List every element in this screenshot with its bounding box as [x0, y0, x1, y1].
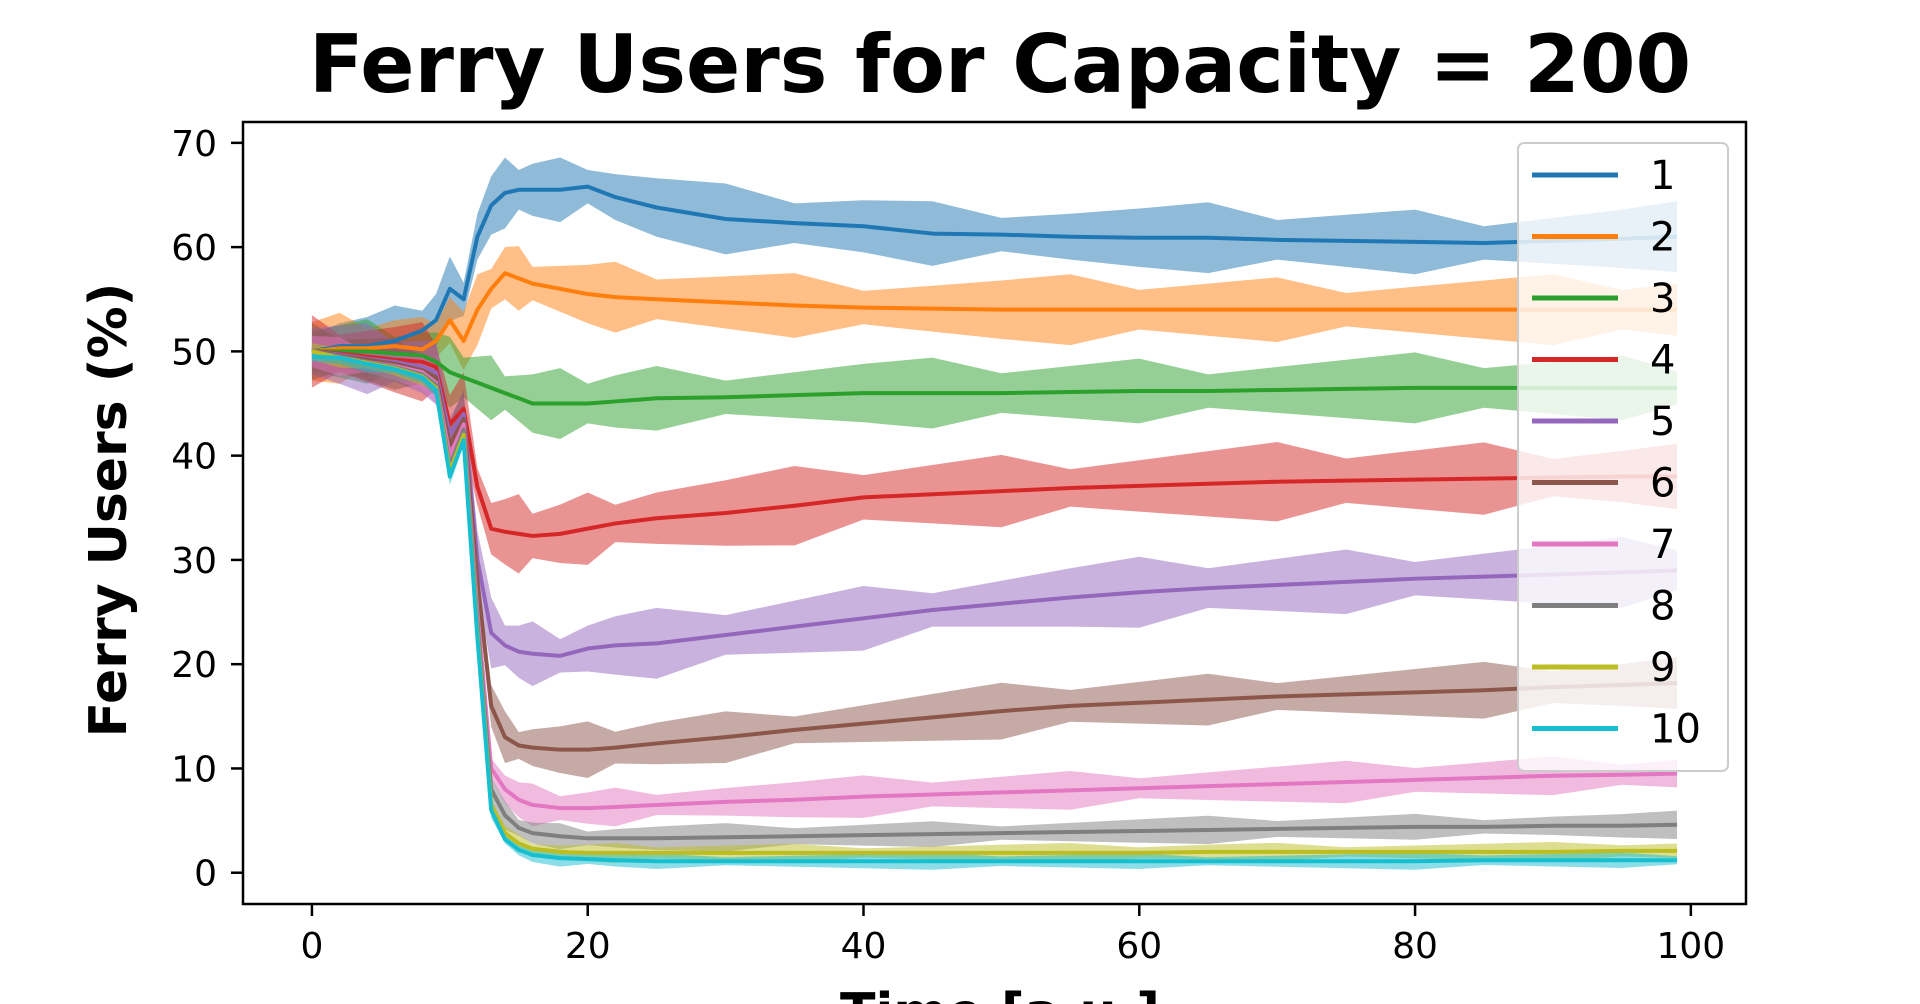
- series-lines: [311, 184, 1678, 864]
- chart-title: Ferry Users for Capacity = 200: [309, 18, 1691, 111]
- x-tick-label: 20: [565, 926, 611, 967]
- legend-label-1: 1: [1650, 153, 1675, 199]
- legend-label-5: 5: [1650, 399, 1675, 445]
- band-series-6: [311, 323, 1678, 779]
- x-tick-label: 60: [1116, 926, 1162, 967]
- line-series-1: [311, 184, 1678, 354]
- legend: 1 2 3 4 5 6 7 8 9 10: [1517, 142, 1729, 772]
- x-tick-label: 0: [300, 926, 323, 967]
- y-tick-label: 30: [171, 541, 217, 582]
- y-tick-label: 40: [171, 437, 217, 478]
- band-series-5: [311, 323, 1678, 687]
- legend-label-7: 7: [1650, 522, 1675, 568]
- band-series-2: [311, 246, 1678, 384]
- y-tick-label: 10: [171, 749, 217, 790]
- line-series-10: [311, 354, 1678, 864]
- y-axis-label: Ferry Users (%): [79, 283, 139, 738]
- y-tick-label: 0: [194, 854, 217, 895]
- legend-label-6: 6: [1650, 461, 1675, 507]
- y-tick-label: 60: [171, 228, 217, 269]
- line-series-3: [311, 349, 1678, 406]
- line-series-2: [311, 271, 1678, 354]
- x-tick-label: 80: [1392, 926, 1438, 967]
- legend-label-10: 10: [1650, 707, 1701, 753]
- band-series-1: [311, 157, 1678, 377]
- legend-label-4: 4: [1650, 338, 1675, 384]
- y-axis-ticks: 0 10 20 30 40 50 60 70: [171, 124, 243, 895]
- x-tick-label: 100: [1656, 926, 1725, 967]
- legend-label-9: 9: [1650, 645, 1675, 691]
- x-tick-label: 40: [841, 926, 887, 967]
- legend-label-2: 2: [1650, 215, 1675, 261]
- legend-label-3: 3: [1650, 276, 1675, 322]
- x-axis-label: Time [a.u.]: [840, 983, 1160, 1004]
- y-tick-label: 70: [171, 124, 217, 165]
- legend-label-8: 8: [1650, 584, 1675, 630]
- y-tick-label: 50: [171, 332, 217, 373]
- y-tick-label: 20: [171, 645, 217, 686]
- x-axis-ticks: 0 20 40 60 80 100: [300, 904, 1725, 967]
- band-series-4: [311, 315, 1678, 574]
- confidence-bands: [311, 157, 1678, 870]
- plot-frame: [241, 120, 1748, 906]
- band-series-3: [311, 319, 1678, 439]
